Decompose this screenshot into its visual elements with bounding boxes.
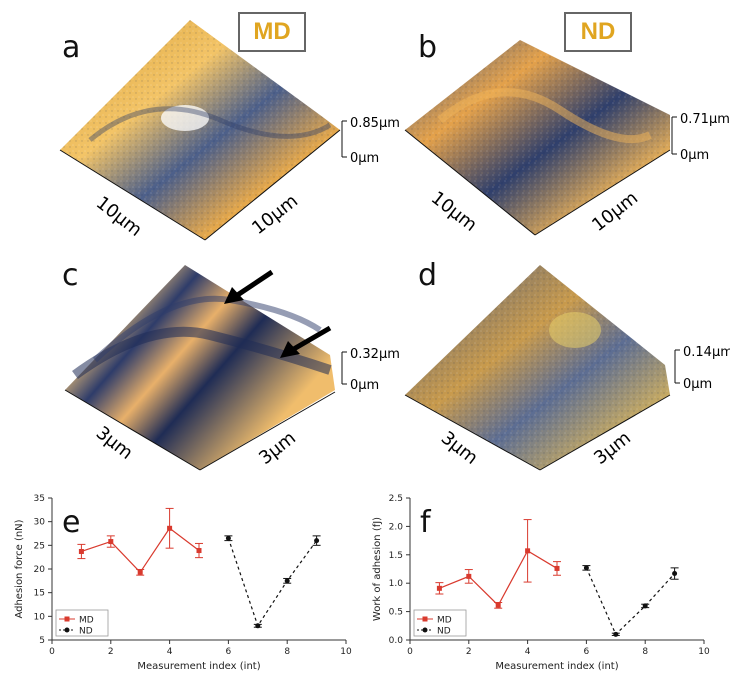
legend-label: MD: [79, 616, 94, 626]
x-tick-label: 4: [525, 647, 531, 657]
x-tick-label: 10: [698, 647, 710, 657]
legend-box: [413, 609, 467, 637]
legend-marker: [422, 627, 428, 633]
series-line-nd: [227, 538, 318, 628]
data-point-nd: [255, 623, 261, 629]
data-point-md: [196, 548, 202, 554]
arrow-icon: [224, 269, 274, 304]
legend-box: [55, 609, 109, 637]
data-point-md: [436, 585, 442, 591]
panel-d-z-min: 0µm: [683, 377, 712, 392]
y-tick-label: 5: [39, 636, 45, 646]
surface-c: [64, 265, 347, 471]
y-tick-label: 0.5: [389, 608, 403, 618]
data-point-nd: [225, 535, 231, 541]
arrow-icon: [280, 325, 332, 358]
y-tick-label: 30: [34, 518, 46, 528]
panel-c-z-min: 0µm: [350, 378, 379, 393]
data-point-nd: [284, 578, 290, 584]
x-tick-label: 8: [284, 647, 290, 657]
panel-letter: f: [420, 505, 432, 540]
x-tick-label: 8: [642, 647, 648, 657]
y-tick-label: 20: [34, 565, 46, 575]
panel-a-z-min: 0µm: [350, 151, 379, 166]
y-tick-label: 2.5: [389, 494, 403, 504]
data-point-md: [495, 602, 501, 608]
y-tick-label: 1.0: [389, 579, 404, 589]
x-axis-title: Measurement index (int): [137, 661, 260, 672]
y-tick-label: 25: [34, 541, 45, 551]
y-tick-label: 35: [34, 494, 45, 504]
surface-b: [404, 40, 677, 236]
y-tick-label: 0.0: [389, 636, 404, 646]
md-tag: MD: [238, 12, 306, 52]
adhesion-force-chart: 5 10 15 20 25 30 35 0 2 4 6 8 10 Measurement index (i…: [14, 494, 352, 672]
legend-label: MD: [437, 616, 452, 626]
panel-letter-a: a: [62, 30, 81, 65]
panel-d-z-max: 0.14µm: [683, 345, 730, 360]
data-point-md: [554, 565, 560, 571]
x-tick-label: 6: [584, 647, 590, 657]
legend-marker: [64, 627, 70, 633]
data-point-nd: [583, 565, 589, 571]
nd-tag: ND: [564, 12, 632, 52]
data-point-nd: [642, 603, 648, 609]
data-point-md: [466, 573, 472, 579]
legend-marker: [64, 616, 70, 622]
surface-a: [59, 20, 347, 241]
panel-b-z-max: 0.71µm: [680, 112, 730, 127]
data-point-nd: [613, 631, 619, 637]
x-axis-title: Measurement index (int): [495, 661, 618, 672]
panel-letter: e: [62, 505, 80, 540]
data-point-nd: [672, 571, 678, 577]
data-point-nd: [314, 538, 320, 544]
x-tick-label: 2: [108, 647, 114, 657]
data-point-md: [108, 539, 114, 545]
panel-letter-b: b: [418, 30, 438, 65]
panel-c-z-max: 0.32µm: [350, 347, 400, 362]
x-tick-label: 0: [407, 647, 413, 657]
afm-surface-panels: 10µm 10µm 0.85µm 0µm 10µm 10µm 0.71µm 0µ…: [59, 20, 730, 471]
y-axis-title: Adhesion force (nN): [14, 519, 25, 618]
panel-b-z-min: 0µm: [680, 148, 709, 163]
y-tick-label: 1.5: [389, 551, 403, 561]
x-tick-label: 0: [49, 647, 55, 657]
panel-a-z-max: 0.85µm: [350, 116, 400, 131]
panel-b-x-label: 10µm: [427, 187, 481, 235]
panel-letter-d: d: [418, 258, 438, 293]
data-point-md: [525, 548, 531, 554]
x-tick-label: 10: [340, 647, 352, 657]
data-point-md: [78, 548, 84, 554]
y-axis-title: Work of adhesion (fJ): [372, 517, 383, 621]
legend-label: ND: [437, 627, 451, 637]
work-of-adhesion-chart: 0.0 0.5 1.0 1.5 2.0 2.5 0 2 4 6 8 10 Measurement ind…: [372, 494, 710, 672]
y-tick-label: 2.0: [389, 522, 404, 532]
data-point-md: [167, 525, 173, 531]
x-tick-label: 4: [167, 647, 173, 657]
x-tick-label: 2: [466, 647, 472, 657]
data-point-md: [137, 569, 143, 575]
series-line-md: [439, 549, 558, 607]
panel-letter-c: c: [62, 258, 79, 293]
surface-d: [404, 265, 680, 471]
legend-label: ND: [79, 627, 93, 637]
x-tick-label: 6: [226, 647, 232, 657]
series-line-nd: [585, 567, 676, 636]
panel-a-x-label: 10µm: [92, 192, 146, 240]
y-tick-label: 10: [34, 612, 46, 622]
y-tick-label: 15: [34, 589, 45, 599]
legend-marker: [422, 616, 428, 622]
series-line-md: [81, 527, 200, 574]
